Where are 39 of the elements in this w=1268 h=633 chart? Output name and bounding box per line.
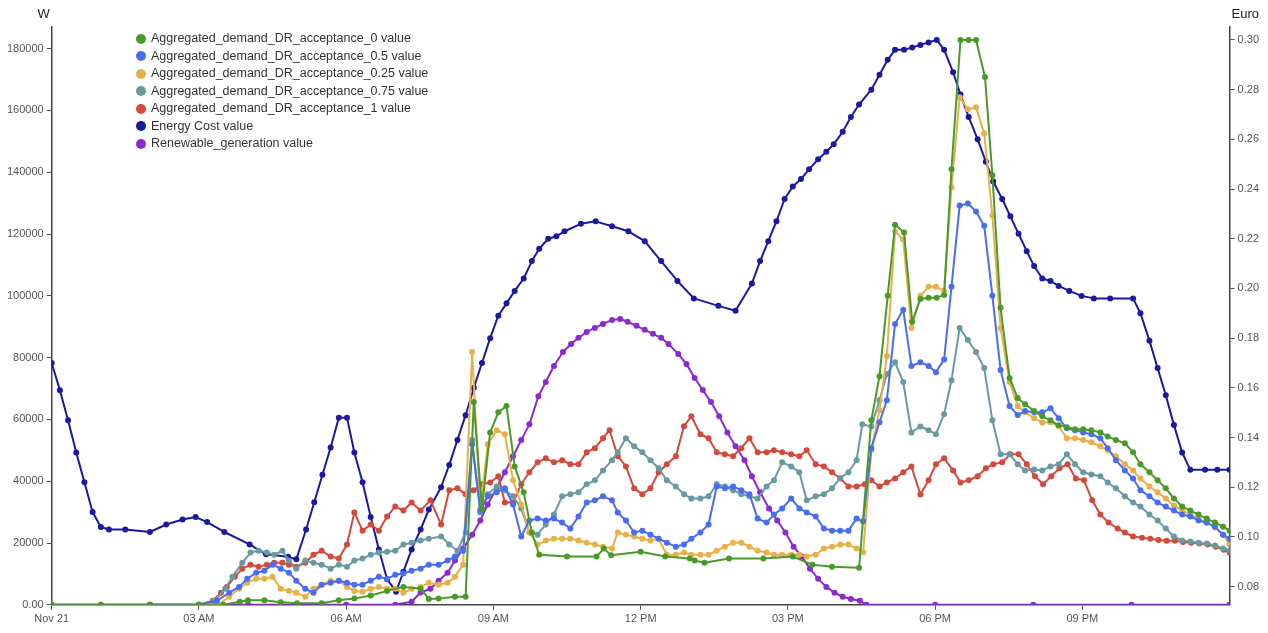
- y2-tick-label: 0.16: [1237, 380, 1260, 393]
- legend-label: Aggregated_demand_DR_acceptance_0.75 value: [151, 82, 429, 100]
- y2-tick-label: 0.28: [1237, 82, 1260, 95]
- x-tick-label: 06 AM: [330, 612, 362, 625]
- x-tick-label: 12 PM: [624, 612, 657, 625]
- y2-tick-label: 0.26: [1237, 132, 1260, 145]
- y2-tick-label: 0.20: [1237, 281, 1260, 294]
- y-tick-label: 160000: [6, 103, 44, 116]
- y-tick-label: 60000: [13, 412, 44, 425]
- legend-label: Aggregated_demand_DR_acceptance_1 value: [151, 100, 411, 117]
- y-tick-label: 140000: [6, 165, 44, 178]
- y-tick-label: 20000: [13, 536, 44, 549]
- legend-label: Aggregated_demand_DR_acceptance_0.25 value: [151, 65, 429, 82]
- x-tick-label: 03 AM: [183, 612, 215, 625]
- y2-axis-title: Euro: [1231, 6, 1260, 22]
- y-tick-label: 100000: [6, 288, 44, 301]
- y2-tick-label: 0.10: [1237, 529, 1260, 542]
- y2-tick-label: 0.14: [1237, 430, 1260, 443]
- y2-tick-label: 0.22: [1237, 231, 1260, 244]
- y-tick-label: 40000: [13, 474, 44, 487]
- y-tick-label: 120000: [6, 227, 44, 240]
- legend-label: Aggregated_demand_DR_acceptance_0 value: [151, 30, 411, 47]
- y-tick-label: 180000: [6, 41, 44, 54]
- y2-tick-label: 0.24: [1237, 182, 1260, 195]
- legend-label: Aggregated_demand_DR_acceptance_0.5 value: [151, 47, 422, 65]
- x-tick-label: 03 PM: [771, 612, 804, 625]
- y2-tick-label: 0.30: [1237, 32, 1260, 45]
- x-tick-label: Nov 21: [34, 612, 70, 625]
- x-tick-label: 09 PM: [1066, 612, 1099, 625]
- legend-label: Energy Cost value: [151, 117, 254, 135]
- y2-tick-label: 0.12: [1237, 480, 1260, 493]
- x-tick-label: 09 AM: [477, 612, 510, 625]
- y2-tick-label: 0.08: [1237, 579, 1260, 592]
- y-tick-label: 80000: [13, 350, 44, 363]
- y-tick-label: 0.00: [22, 597, 44, 610]
- y-axis-title: W: [37, 6, 51, 22]
- y2-tick-label: 0.18: [1237, 331, 1260, 344]
- legend-label: Renewable_generation value: [151, 135, 313, 152]
- x-tick-label: 06 PM: [919, 612, 952, 625]
